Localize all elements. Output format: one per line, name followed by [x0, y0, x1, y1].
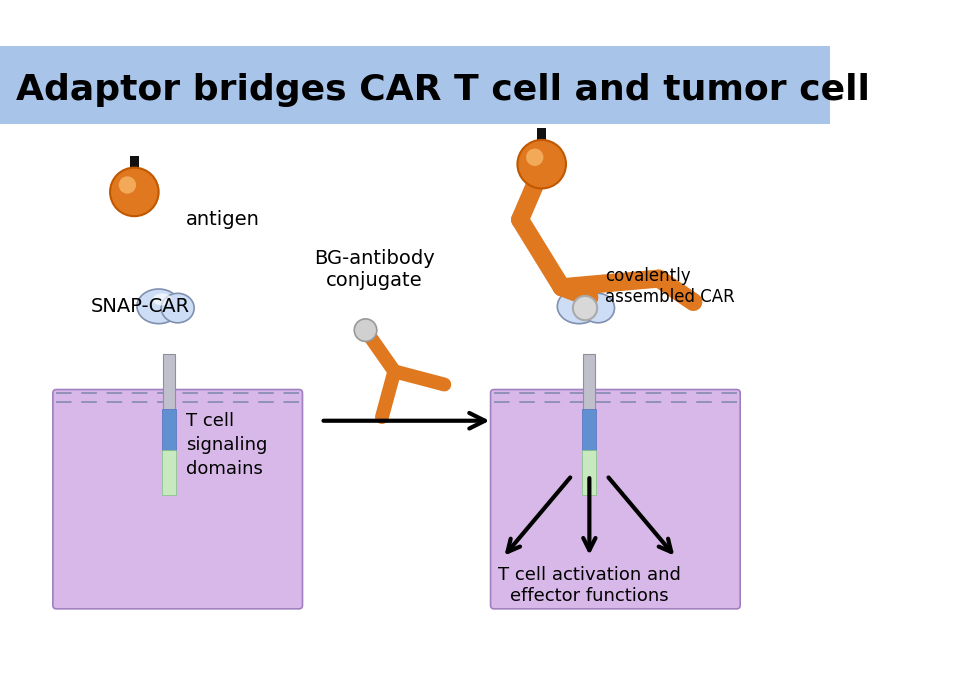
Text: SNAP-CAR: SNAP-CAR — [91, 297, 190, 316]
Text: T cell
signaling
domains: T cell signaling domains — [187, 412, 267, 477]
Ellipse shape — [137, 289, 180, 324]
Ellipse shape — [558, 289, 601, 324]
Text: covalently
assembled CAR: covalently assembled CAR — [604, 268, 735, 306]
FancyBboxPatch shape — [490, 389, 741, 609]
FancyBboxPatch shape — [162, 409, 176, 450]
FancyBboxPatch shape — [0, 47, 831, 124]
Text: Adaptor bridges CAR T cell and tumor cell: Adaptor bridges CAR T cell and tumor cel… — [15, 73, 870, 106]
Circle shape — [526, 149, 543, 166]
FancyBboxPatch shape — [582, 450, 596, 496]
FancyBboxPatch shape — [163, 354, 175, 471]
Ellipse shape — [573, 293, 592, 306]
Ellipse shape — [152, 293, 171, 306]
Text: antigen: antigen — [187, 210, 261, 229]
Ellipse shape — [161, 293, 194, 322]
Circle shape — [517, 140, 566, 188]
FancyBboxPatch shape — [582, 409, 596, 450]
Text: BG-antibody
conjugate: BG-antibody conjugate — [314, 250, 435, 291]
FancyBboxPatch shape — [583, 354, 596, 471]
Circle shape — [573, 296, 597, 320]
Circle shape — [354, 319, 376, 341]
Circle shape — [110, 167, 159, 216]
FancyBboxPatch shape — [130, 156, 139, 174]
FancyBboxPatch shape — [537, 128, 546, 147]
Ellipse shape — [582, 293, 614, 322]
Circle shape — [119, 177, 136, 194]
Text: T cell activation and
effector functions: T cell activation and effector functions — [498, 566, 681, 605]
FancyBboxPatch shape — [162, 450, 176, 496]
FancyBboxPatch shape — [53, 389, 303, 609]
